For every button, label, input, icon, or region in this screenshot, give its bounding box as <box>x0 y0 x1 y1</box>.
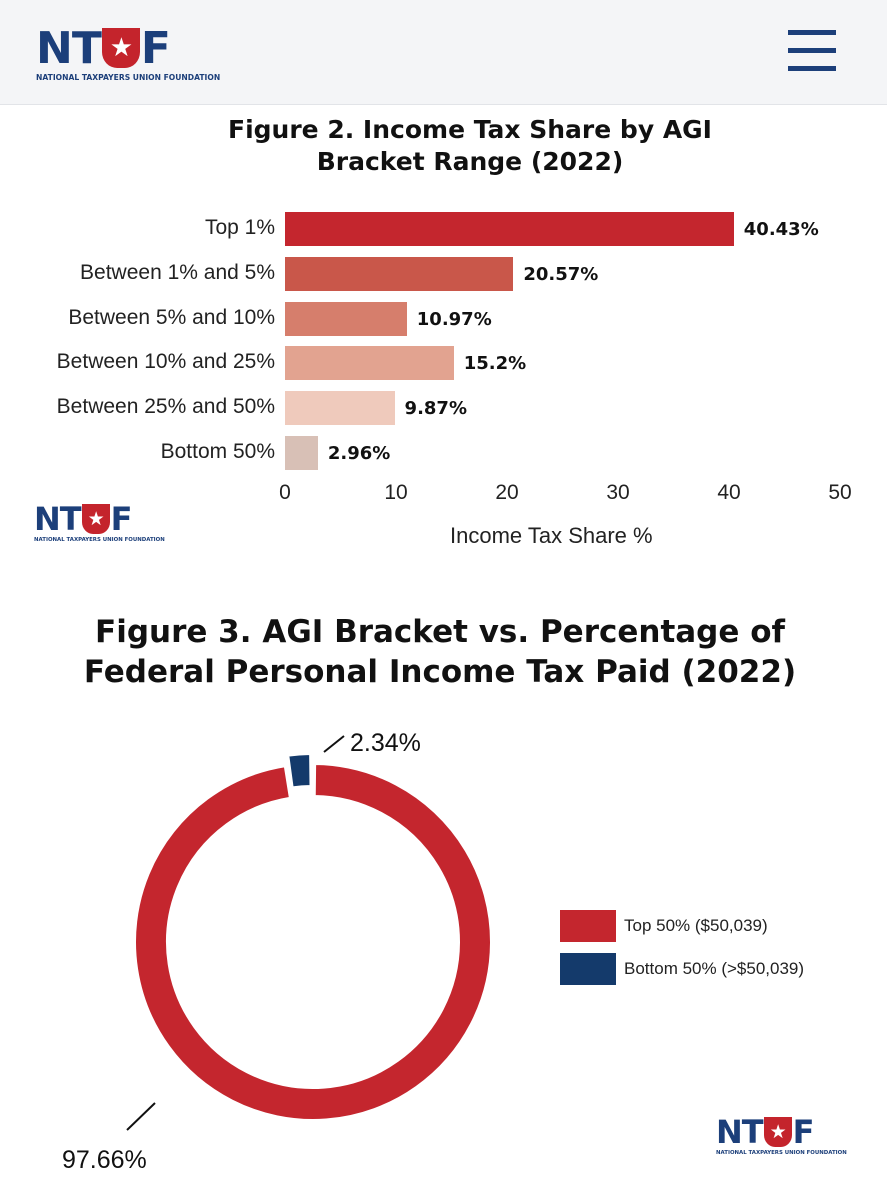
logo-tagline: NATIONAL TAXPAYERS UNION FOUNDATION <box>34 537 165 543</box>
bar-value-label: 10.97% <box>416 308 492 330</box>
figure2-ntuf-logo: NT ★ F NATIONAL TAXPAYERS UNION FOUNDATI… <box>34 500 165 543</box>
donut-slice <box>134 762 492 1121</box>
menu-bar-line <box>788 48 836 53</box>
logo-wordmark: NT ★ F <box>716 1113 847 1151</box>
bar-category-label: Between 1% and 5% <box>80 260 275 284</box>
x-tick-label: 0 <box>279 481 291 504</box>
x-tick-label: 10 <box>384 481 408 504</box>
bar-category-label: Between 5% and 10% <box>68 305 275 329</box>
legend-swatch <box>560 953 616 985</box>
leader-line <box>126 1102 156 1131</box>
logo-letters-left: NT <box>716 1113 764 1151</box>
legend-swatch <box>560 910 616 942</box>
figure2-title: Figure 2. Income Tax Share by AGI Bracke… <box>228 115 712 176</box>
bar <box>285 301 407 336</box>
figure3-title: Figure 3. AGI Bracket vs. Percentage of … <box>83 614 797 690</box>
logo-letters-right: F <box>792 1113 815 1151</box>
legend-item: Top 50% ($50,039) <box>560 910 768 942</box>
bar <box>285 436 318 470</box>
bar <box>285 212 734 246</box>
menu-bar-line <box>788 66 836 71</box>
bar-category-label: Top 1% <box>204 216 275 239</box>
logo-wordmark: NT ★ F <box>36 23 220 74</box>
legend-item: Bottom 50% (>$50,039) <box>560 953 804 985</box>
hamburger-menu-icon[interactable] <box>788 28 836 74</box>
slice-value-label: 97.66% <box>62 1146 147 1174</box>
logo-letters-right: F <box>140 22 171 74</box>
bar-value-label: 15.2% <box>463 353 527 375</box>
logo-tagline: NATIONAL TAXPAYERS UNION FOUNDATION <box>36 73 221 82</box>
x-tick-label: 30 <box>606 481 630 504</box>
menu-bar-line <box>788 30 836 35</box>
shield-star-icon: ★ <box>81 504 110 534</box>
bar-category-label: Between 10% and 25% <box>56 350 275 374</box>
legend-label: Bottom 50% (>$50,039) <box>624 959 805 978</box>
logo-letters-left: NT <box>34 500 82 538</box>
leader-line <box>323 735 345 753</box>
legend-label: Top 50% ($50,039) <box>624 916 768 935</box>
logo-letters-left: NT <box>36 22 102 74</box>
bar-category-label: Bottom 50% <box>160 440 275 463</box>
bar-category-label: Between 25% and 50% <box>56 395 275 419</box>
x-tick-label: 20 <box>495 481 519 504</box>
bar-value-label: 20.57% <box>523 263 599 285</box>
donut-slice <box>287 753 312 789</box>
shield-star-icon: ★ <box>101 28 140 68</box>
bar-value-label: 9.87% <box>404 398 467 420</box>
bar <box>285 346 454 381</box>
site-header: NT ★ F NATIONAL TAXPAYERS UNION FOUNDATI… <box>0 0 887 105</box>
bar <box>285 391 395 426</box>
x-tick-label: 50 <box>828 481 852 504</box>
slice-value-label: 2.34% <box>350 729 421 757</box>
x-tick-label: 40 <box>717 481 741 504</box>
logo-wordmark: NT ★ F <box>34 500 165 538</box>
ntuf-logo[interactable]: NT ★ F NATIONAL TAXPAYERS UNION FOUNDATI… <box>36 23 221 83</box>
bar-value-label: 2.96% <box>327 443 391 464</box>
bar <box>285 256 514 291</box>
logo-tagline: NATIONAL TAXPAYERS UNION FOUNDATION <box>716 1150 847 1156</box>
logo-letters-right: F <box>110 500 133 538</box>
bar-value-label: 40.43% <box>743 219 819 240</box>
x-axis-label: Income Tax Share % <box>450 523 653 548</box>
figure3-ntuf-logo: NT ★ F NATIONAL TAXPAYERS UNION FOUNDATI… <box>716 1113 847 1156</box>
shield-star-icon: ★ <box>763 1117 792 1147</box>
